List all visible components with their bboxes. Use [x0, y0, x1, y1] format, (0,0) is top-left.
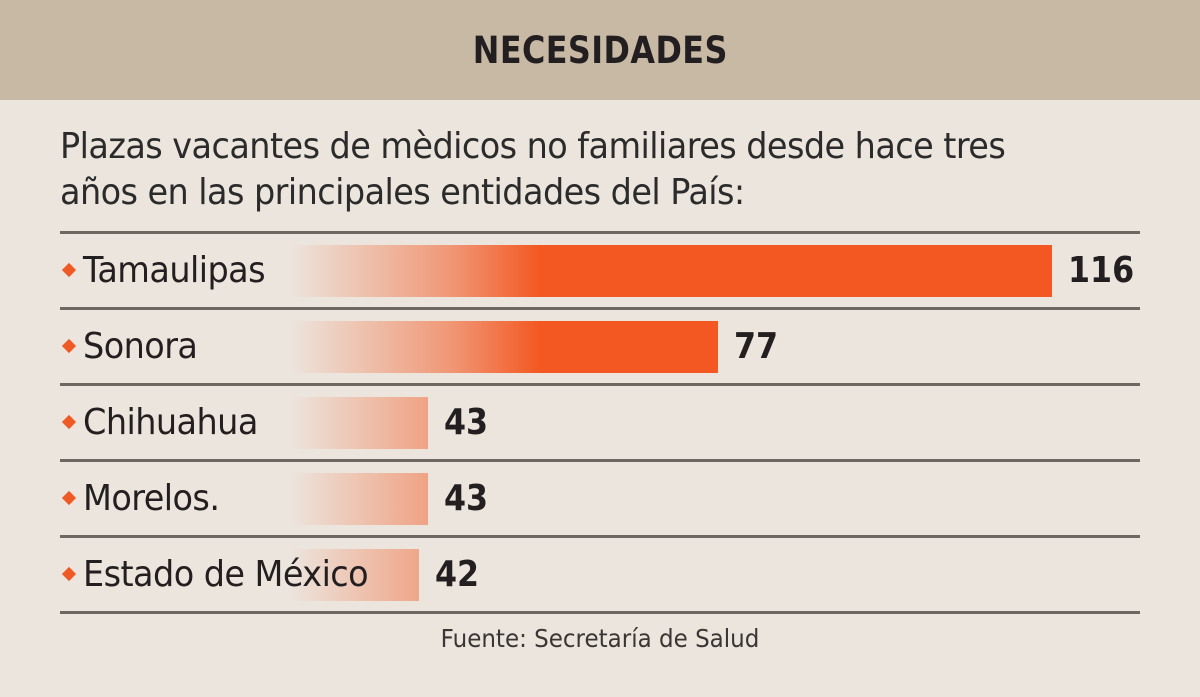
bar-chihuahua: [60, 397, 428, 449]
row-divider-4: [60, 535, 1140, 538]
bar-row: Sonora 77: [0, 307, 1200, 383]
row-divider-0: [60, 231, 1140, 234]
category-label: Morelos.: [83, 478, 220, 519]
page-title: NECESIDADES: [472, 28, 728, 72]
category-label: Estado de México: [83, 554, 369, 595]
bar-morelos: [60, 473, 428, 525]
value-label: 43: [444, 478, 489, 519]
bar-tamaulipas: [60, 245, 1052, 297]
row-divider-2: [60, 383, 1140, 386]
chart-subtitle: Plazas vacantes de mèdicos no familiares…: [60, 124, 1074, 216]
subtitle-line-1: Plazas vacantes de mèdicos no familiares…: [60, 126, 1006, 167]
bar-row: Morelos. 43: [0, 459, 1200, 535]
header-banner: NECESIDADES: [0, 0, 1200, 100]
row-divider-1: [60, 307, 1140, 310]
bar-row: Chihuahua 43: [0, 383, 1200, 459]
bar-row: Tamaulipas 116: [0, 231, 1200, 307]
value-label: 42: [435, 554, 480, 595]
value-label: 43: [444, 402, 489, 443]
bar-row: Estado de México 42: [0, 535, 1200, 611]
row-divider-5: [60, 611, 1140, 614]
source-note: Fuente: Secretaría de Salud: [440, 624, 760, 653]
category-label: Tamaulipas: [83, 250, 266, 291]
row-divider-3: [60, 459, 1140, 462]
category-label: Sonora: [83, 326, 198, 367]
category-label: Chihuahua: [83, 402, 258, 443]
bar-sonora: [60, 321, 718, 373]
value-label: 77: [734, 326, 779, 367]
value-label: 116: [1068, 250, 1135, 291]
subtitle-line-2: años en las principales entidades del Pa…: [60, 172, 745, 213]
bar-estado-de-m-xico: [60, 549, 419, 601]
